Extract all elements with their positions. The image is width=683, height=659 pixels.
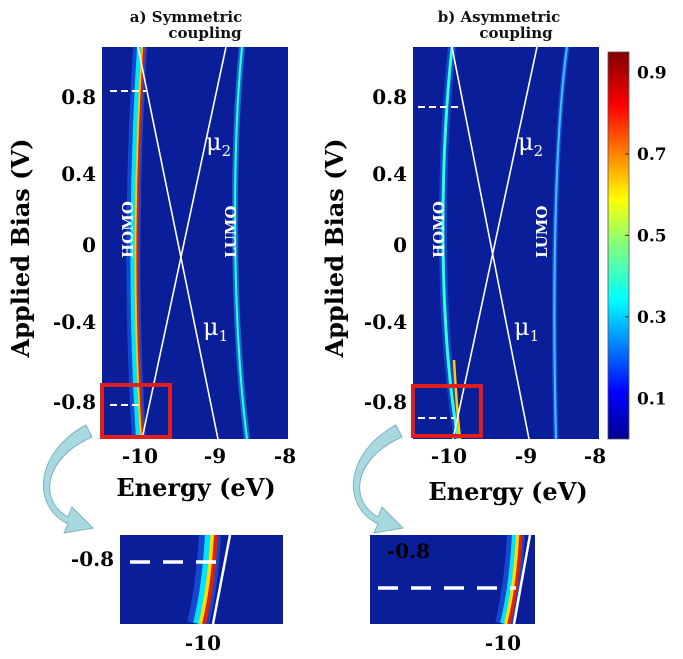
panel-b-inset: -0.8 -10	[370, 535, 535, 655]
panel-b-inset-xtick: -10	[485, 631, 521, 655]
panel-b-ylabel: Applied Bias (V)	[320, 139, 349, 359]
colorbar-ticks: 0.9 0.7 0.5 0.3 0.1	[625, 63, 667, 409]
panel-a-ytick-neg0.8: -0.8	[53, 390, 96, 414]
panel-a-zoom-arrow	[43, 424, 95, 534]
panel-b-inset-mu-line	[512, 535, 532, 624]
colorbar-tick-label: 0.1	[637, 389, 667, 409]
panel-a-lumo-label: LUMO	[222, 206, 240, 258]
panel-b-title-line1: b) Asymmetric	[438, 8, 561, 26]
panel-a-xtick-9: -9	[204, 444, 226, 468]
panel-b-zoom-box	[411, 384, 483, 438]
panel-a-lumo-peak	[234, 47, 248, 439]
panel-a-title-line1: a) Symmetric	[130, 8, 243, 26]
panel-b-xtick-10: -10	[431, 444, 467, 468]
panel-b-inset-ytick: -0.8	[387, 539, 430, 563]
panel-a-ytick-neg0.4: -0.4	[53, 310, 96, 334]
panel-b-heatmap	[418, 47, 570, 439]
panel-a-xtick-8: -8	[274, 444, 296, 468]
panel-b-ytick-neg0.4: -0.4	[364, 310, 407, 334]
colorbar: 0.9 0.7 0.5 0.3 0.1	[607, 51, 667, 440]
panel-b-mu2-line	[452, 47, 538, 439]
panel-a-ytick-0.4: 0.4	[61, 162, 96, 186]
panel-a-inset-mu-line	[211, 535, 232, 624]
panel-b-ytick-0: 0	[393, 233, 407, 257]
panel-b: b) Asymmetric coupling HOMO LUMO μ2 μ1 0…	[320, 8, 606, 655]
panel-b-homo-hot	[452, 359, 462, 439]
panel-a-mu1-line	[137, 47, 219, 439]
panel-b-xlabel: Energy (eV)	[428, 477, 587, 506]
panel-a-xlabel: Energy (eV)	[116, 473, 275, 502]
panel-a: a) Symmetric coupling HOMO LUMO μ2 μ1 0.…	[6, 8, 296, 655]
panel-a-ytick-0.8: 0.8	[61, 85, 96, 109]
panel-a-mu2-line	[141, 47, 227, 439]
colorbar-gradient	[607, 51, 630, 440]
panel-a-inset-ytick: -0.8	[71, 547, 114, 571]
colorbar-tick-label: 0.3	[637, 308, 667, 328]
panel-a-title-line2: coupling	[168, 24, 242, 42]
panel-a-xtick-10: -10	[122, 444, 158, 468]
panel-b-xtick-8: -8	[584, 444, 606, 468]
panel-a-homo-label: HOMO	[119, 201, 137, 258]
colorbar-tick-label: 0.9	[637, 63, 667, 83]
panel-b-xtick-9: -9	[515, 444, 537, 468]
panel-b-zoom-arrow	[353, 424, 405, 534]
panel-a-zoom-box	[100, 383, 172, 439]
panel-b-ytick-0.8: 0.8	[372, 85, 407, 109]
colorbar-tick-label: 0.5	[637, 226, 667, 246]
panel-a-inset-xtick: -10	[185, 631, 221, 655]
panel-b-ytick-neg0.8: -0.8	[364, 390, 407, 414]
panel-a-mu2-label: μ2	[206, 128, 231, 160]
panel-b-lumo-label: LUMO	[533, 206, 551, 258]
panel-a-ytick-0: 0	[82, 233, 96, 257]
panel-b-lumo-peak	[553, 47, 568, 439]
panel-b-homo-label: HOMO	[430, 201, 448, 258]
colorbar-tick-label: 0.7	[637, 145, 667, 165]
panel-b-title-line2: coupling	[479, 24, 553, 42]
panel-b-mu2-label: μ2	[518, 128, 543, 160]
panel-a-ylabel: Applied Bias (V)	[6, 139, 35, 359]
panel-a-mu1-label: μ1	[203, 313, 228, 345]
panel-b-mu1-label: μ1	[514, 313, 539, 345]
panel-b-homo-peak	[441, 47, 460, 439]
panel-b-ytick-0.4: 0.4	[372, 162, 407, 186]
panel-a-inset: -0.8 -10	[71, 535, 283, 655]
panel-b-mu1-line	[451, 47, 530, 439]
